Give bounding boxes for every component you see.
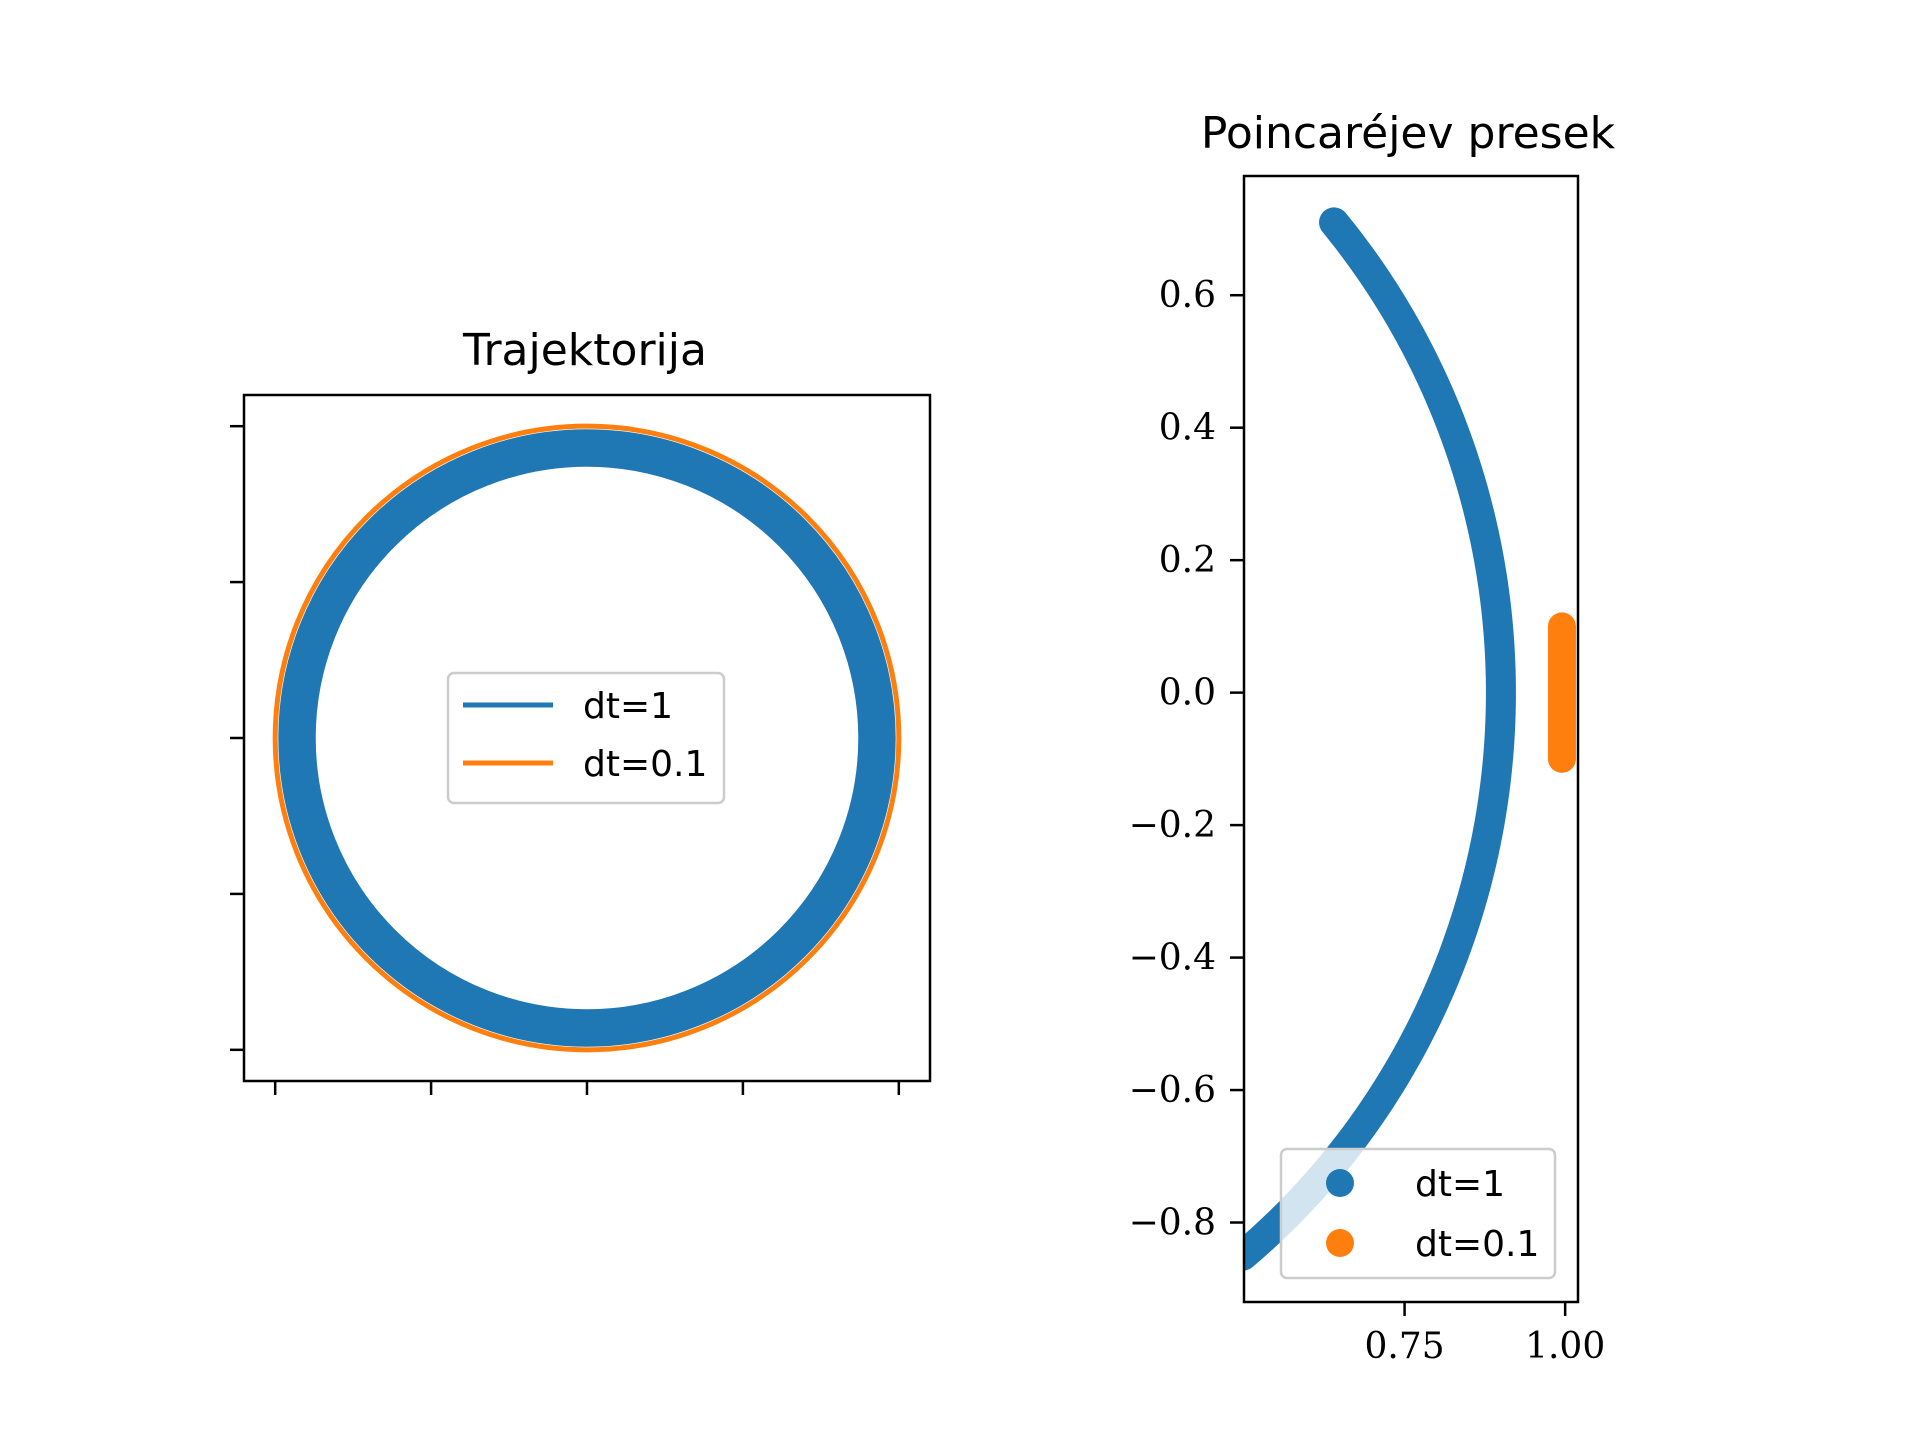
trajectory-ticks	[230, 424, 901, 1095]
poincare-legend-label-dt1: dt=1	[1415, 1164, 1505, 1205]
trajectory-legend-label-dt01: dt=0.1	[583, 744, 707, 785]
poincare-ytick-label-4: −0.2	[1129, 805, 1216, 846]
poincare-marks	[1244, 207, 1576, 1271]
trajectory-marks	[272, 423, 902, 1053]
poincare-legend-marker-dt1	[1326, 1169, 1354, 1197]
trajectory-panel: Trajektorija dt=1 dt=0.1	[230, 325, 932, 1095]
poincare-xtick-label-1: 1.00	[1525, 1326, 1605, 1367]
poincare-legend: dt=1 dt=0.1	[1279, 1147, 1557, 1280]
poincare-legend-label-dt01: dt=0.1	[1415, 1224, 1539, 1265]
poincare-series-dt1-arc	[1244, 207, 1516, 1271]
poincare-title: Poincaréjev presek	[1201, 108, 1616, 159]
poincare-panel: Poincaréjev presek 0.6 0.4 0.2 0.0 −0.2 −0.4 −…	[1129, 108, 1616, 1367]
poincare-ytick-label-2: 0.2	[1159, 540, 1216, 581]
trajectory-series-dt1-ring	[278, 429, 896, 1047]
poincare-axes-frame	[1242, 174, 1580, 1304]
trajectory-legend: dt=1 dt=0.1	[446, 671, 726, 805]
trajectory-title: Trajektorija	[462, 325, 707, 376]
trajectory-series-dt01-circle	[272, 423, 902, 1053]
poincare-ytick-label-3: 0.0	[1159, 673, 1216, 714]
poincare-ytick-label-6: −0.6	[1129, 1070, 1216, 1111]
poincare-ytick-label-0: 0.6	[1159, 275, 1216, 316]
poincare-ticks: 0.6 0.4 0.2 0.0 −0.2 −0.4 −0.6 −0.8 0.75 1.00	[1129, 275, 1606, 1367]
poincare-ytick-label-5: −0.4	[1129, 938, 1216, 979]
trajectory-legend-label-dt1: dt=1	[583, 686, 673, 727]
poincare-ytick-label-7: −0.8	[1129, 1203, 1216, 1244]
poincare-ytick-label-1: 0.4	[1159, 408, 1216, 449]
poincare-legend-marker-dt01	[1326, 1229, 1354, 1257]
poincare-xtick-label-0: 0.75	[1364, 1326, 1444, 1367]
